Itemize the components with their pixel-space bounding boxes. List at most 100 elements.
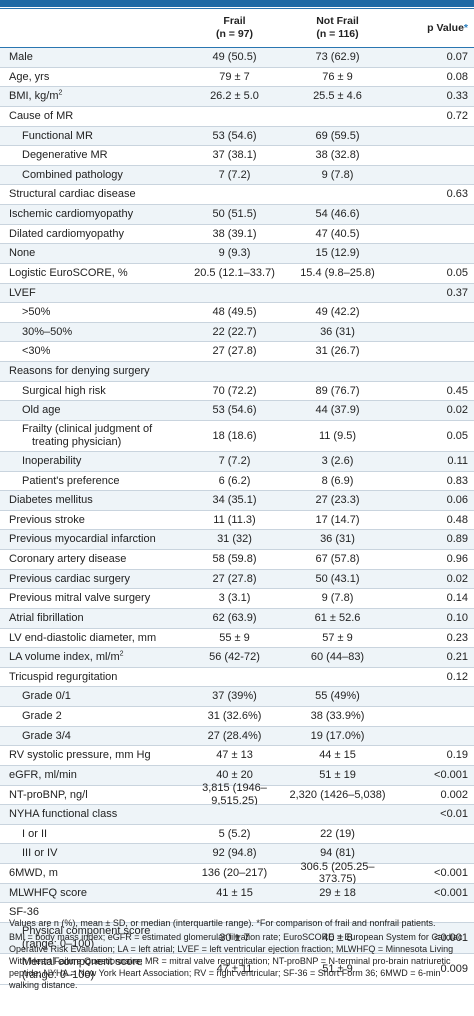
p-value: 0.33 <box>391 87 474 107</box>
row-label-text: None <box>9 247 36 260</box>
row-label-text: LA volume index, ml/m <box>9 651 120 664</box>
row-label: Inoperability <box>0 451 185 472</box>
p-value <box>391 726 474 747</box>
p-value: <0.001 <box>391 922 474 954</box>
p-value: 0.10 <box>391 608 474 629</box>
notfrail-value: 27 (23.3) <box>284 491 391 511</box>
frail-value: 27 (27.8) <box>185 569 284 590</box>
row-label: Previous myocardial infarction <box>0 530 185 550</box>
row-label: 30%–50% <box>0 322 185 343</box>
row-label-superscript: 2 <box>58 89 63 97</box>
frail-value: 9 (9.3) <box>185 244 284 264</box>
frail-value: 58 (59.8) <box>185 550 284 570</box>
p-value: 0.11 <box>391 451 474 472</box>
frail-value: 11 (11.3) <box>185 511 284 531</box>
row-label-text: Grade 0/1 <box>22 690 71 703</box>
notfrail-value: 9 (7.8) <box>284 165 391 186</box>
row-label: <30% <box>0 342 185 362</box>
p-value <box>391 687 474 707</box>
notfrail-value: 60 (44–83) <box>284 648 391 668</box>
row-label: Coronary artery disease <box>0 550 185 570</box>
row-label: BMI, kg/m2 <box>0 87 185 107</box>
frail-value <box>185 805 284 825</box>
frail-value <box>185 668 284 688</box>
notfrail-value: 55 (49%) <box>284 687 391 707</box>
header-p-label: p Value <box>427 21 464 34</box>
characteristics-table: Frail (n = 97) Not Frail (n = 116) p Val… <box>0 8 474 985</box>
p-value: 0.63 <box>391 185 474 205</box>
p-value: 0.02 <box>391 401 474 421</box>
p-value: <0.001 <box>391 883 474 904</box>
notfrail-value <box>284 107 391 127</box>
p-value: 0.12 <box>391 668 474 688</box>
notfrail-value <box>284 283 391 304</box>
frail-value: 22 (22.7) <box>185 322 284 343</box>
frail-value: 41 ± 15 <box>185 883 284 904</box>
notfrail-value: 15.4 (9.8–25.8) <box>284 264 391 284</box>
frail-value: 30 ± 7 <box>185 922 284 954</box>
p-value: 0.89 <box>391 530 474 550</box>
notfrail-value: 51 ± 19 <box>284 765 391 786</box>
p-value <box>391 322 474 343</box>
header-frail-n: (n = 97) <box>215 28 254 40</box>
frail-value: 49 (50.5) <box>185 48 284 68</box>
row-label-text: Physical component score <box>22 925 151 938</box>
row-label: Frailty (clinical judgment of treating ph… <box>0 421 185 452</box>
row-label-text: Age, yrs <box>9 70 50 83</box>
p-value: 0.05 <box>391 421 474 452</box>
p-value <box>391 165 474 186</box>
notfrail-value: 11 (9.5) <box>284 421 391 452</box>
row-label-text: Previous cardiac surgery <box>9 572 131 585</box>
frail-value: 27 (28.4%) <box>185 726 284 747</box>
row-label-text: 6MWD, m <box>9 867 58 880</box>
frail-value: 7 (7.2) <box>185 451 284 472</box>
notfrail-value: 89 (76.7) <box>284 382 391 402</box>
row-label: Reasons for denying surgery <box>0 362 185 382</box>
frail-value: 7 (7.2) <box>185 165 284 186</box>
row-label: Physical component score (range: 0–100) <box>0 922 185 954</box>
header-p-value: p Value* <box>391 9 474 48</box>
row-label: Male <box>0 48 185 68</box>
p-value <box>391 707 474 727</box>
table-footnotes: Values are n (%), mean ± SD, or median (… <box>9 917 465 991</box>
notfrail-value: 9 (7.8) <box>284 589 391 609</box>
row-label: LV end-diastolic diameter, mm <box>0 629 185 649</box>
header-notfrail-label: Not Frail <box>316 15 359 27</box>
row-label-text: Logistic EuroSCORE, % <box>9 266 128 279</box>
frail-value: 62 (63.9) <box>185 608 284 629</box>
notfrail-value <box>284 362 391 382</box>
p-value <box>391 903 474 923</box>
footnote-values: Values are n (%), mean ± SD, or median (… <box>9 918 436 928</box>
notfrail-value <box>284 903 391 923</box>
p-value: 0.48 <box>391 511 474 531</box>
row-label: 6MWD, m <box>0 864 185 884</box>
notfrail-value: 3 (2.6) <box>284 451 391 472</box>
row-label: Ischemic cardiomyopathy <box>0 205 185 225</box>
row-label-text: Coronary artery disease <box>9 553 127 566</box>
row-label-text: Mental component score <box>22 956 143 969</box>
frail-value <box>185 283 284 304</box>
header-notfrail: Not Frail (n = 116) <box>284 9 391 48</box>
row-label: Age, yrs <box>0 68 185 88</box>
row-label: Surgical high risk <box>0 382 185 402</box>
frail-value: 34 (35.1) <box>185 491 284 511</box>
header-notfrail-n: (n = 116) <box>316 28 359 40</box>
p-value: 0.83 <box>391 472 474 492</box>
header-label-cell <box>0 9 185 48</box>
notfrail-value: 57 ± 9 <box>284 629 391 649</box>
row-label-text: Degenerative MR <box>22 149 108 162</box>
row-label: Diabetes mellitus <box>0 491 185 511</box>
row-label-text: 30%–50% <box>22 325 73 338</box>
p-value <box>391 342 474 362</box>
notfrail-value: 76 ± 9 <box>284 68 391 88</box>
frail-value: 53 (54.6) <box>185 401 284 421</box>
row-label-text: MLWHFQ score <box>9 886 88 899</box>
row-label-text: <30% <box>22 345 51 358</box>
row-label: Dilated cardiomyopathy <box>0 225 185 245</box>
frail-value: 47 ± 13 <box>185 746 284 766</box>
p-value: 0.02 <box>391 569 474 590</box>
p-value: 0.37 <box>391 283 474 304</box>
row-label: Grade 0/1 <box>0 687 185 707</box>
notfrail-value: 38 (33.9%) <box>284 707 391 727</box>
row-label-text: Dilated cardiomyopathy <box>9 227 124 240</box>
